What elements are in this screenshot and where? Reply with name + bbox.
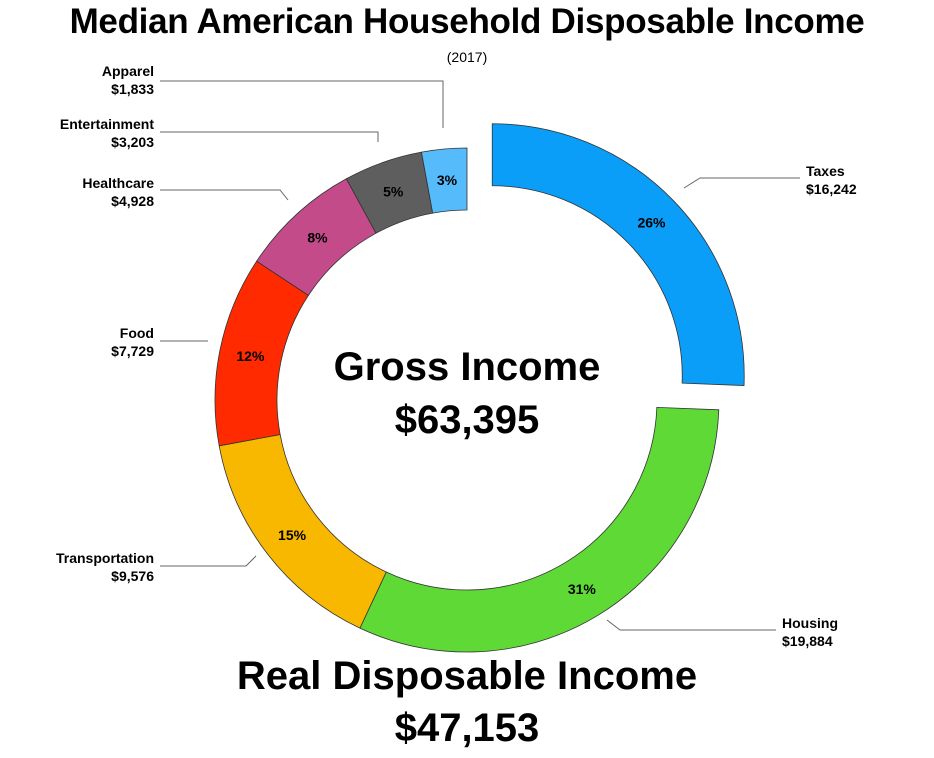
- center-value: $63,395: [394, 398, 540, 442]
- percent-label: 15%: [278, 527, 307, 543]
- slice-name: Housing: [782, 615, 838, 631]
- percent-label: 26%: [637, 215, 666, 231]
- slice-value: $7,729: [111, 343, 154, 359]
- slice-name: Apparel: [101, 63, 154, 79]
- percent-label: 8%: [307, 229, 328, 245]
- slice-label: Apparel $1,833: [102, 62, 154, 98]
- slice-label: Transportation $9,576: [56, 549, 154, 585]
- slice-label: Housing $19,884: [782, 614, 838, 650]
- slice-apparel: [421, 147, 468, 214]
- slice-label: Entertainment $3,203: [60, 115, 154, 151]
- slice-name: Taxes: [806, 163, 845, 179]
- slice-name: Entertainment: [59, 116, 154, 132]
- slice-value: $3,203: [111, 134, 154, 150]
- slice-value: $19,884: [782, 633, 833, 649]
- leader-line: [160, 555, 257, 567]
- percent-label: 5%: [383, 184, 404, 200]
- slice-value: $9,576: [111, 568, 154, 584]
- leader-line: [160, 131, 379, 142]
- chart-title: Median American Household Disposable Inc…: [69, 2, 865, 41]
- percent-label: 31%: [568, 581, 597, 597]
- footer-label: Real Disposable Income: [236, 654, 698, 698]
- footer-value: $47,153: [394, 706, 540, 750]
- slice-value: $1,833: [111, 81, 154, 97]
- slice-taxes: [491, 123, 745, 386]
- leader-line: [160, 80, 444, 128]
- slice-name: Transportation: [55, 550, 154, 566]
- percent-label: 12%: [236, 348, 265, 364]
- slice-name: Healthcare: [82, 175, 154, 191]
- leader-line: [160, 189, 289, 201]
- slice-name: Food: [119, 325, 154, 341]
- slice-value: $4,928: [111, 193, 154, 209]
- center-label: Gross Income: [333, 345, 601, 389]
- slice-label: Taxes $16,242: [806, 162, 857, 198]
- percent-label: 3%: [437, 172, 458, 188]
- leader-line: [683, 177, 800, 189]
- leader-line: [606, 619, 776, 631]
- slice-label: Healthcare $4,928: [82, 174, 154, 210]
- slice-label: Food $7,729: [111, 324, 154, 360]
- slice-value: $16,242: [806, 181, 857, 197]
- slice-housing: [359, 406, 720, 653]
- chart-subtitle: (2017): [446, 49, 488, 65]
